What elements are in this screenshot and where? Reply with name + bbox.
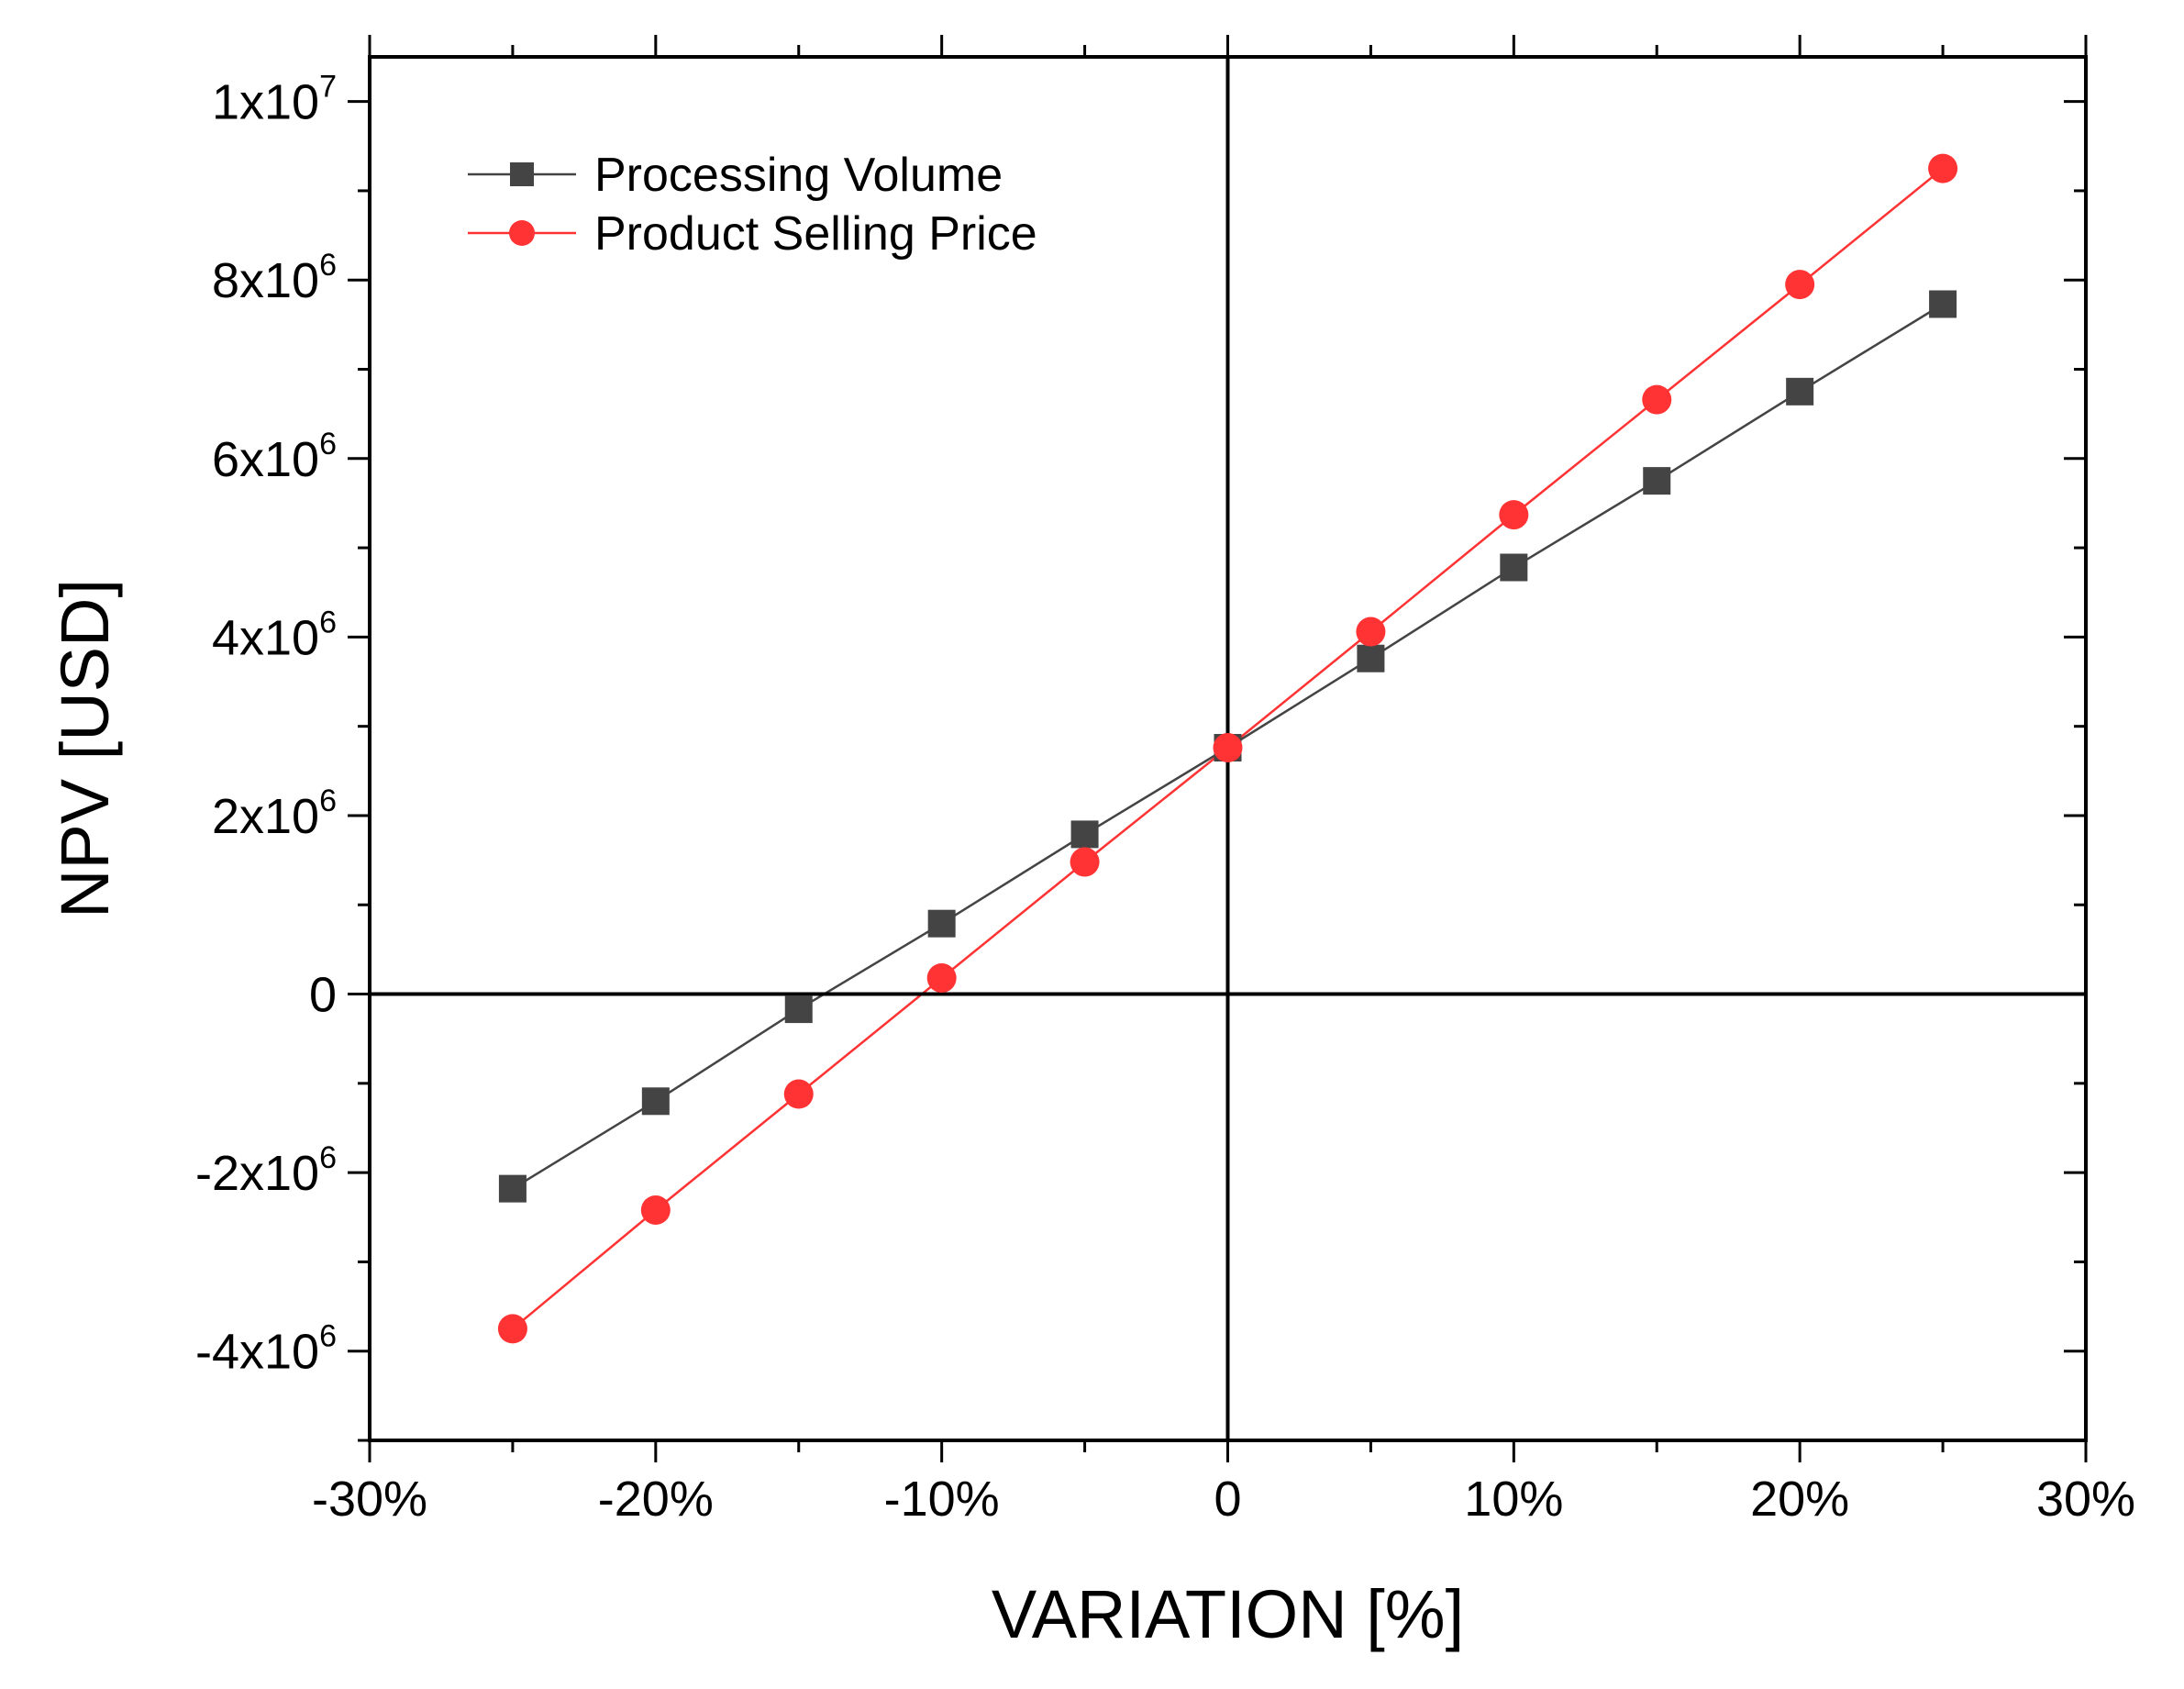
marker-product-selling-price (497, 1314, 527, 1344)
y-tick-label: 0 (309, 968, 337, 1023)
tick-marks (348, 35, 2088, 1462)
marker-product-selling-price (1070, 847, 1100, 877)
y-tick-mantissa: 6x10 (212, 432, 319, 487)
y-axis-title: NPV [USD] (47, 579, 123, 918)
marker-product-selling-price (1356, 617, 1386, 647)
x-axis-title: VARIATION [%] (992, 1576, 1464, 1652)
y-tick-exponent: 6 (319, 1140, 337, 1175)
y-tick-label: -2x106 (195, 1140, 337, 1201)
y-tick-label: 1x107 (212, 70, 337, 130)
marker-product-selling-price (1213, 733, 1243, 763)
y-tick-exponent: 6 (319, 427, 337, 461)
y-tick-label: 2x106 (212, 783, 337, 844)
marker-product-selling-price (1785, 270, 1815, 300)
x-tick-label: 20% (1750, 1472, 1849, 1527)
y-tick-exponent: 7 (319, 70, 337, 105)
marker-product-selling-price (1499, 500, 1529, 530)
marker-product-selling-price (926, 963, 957, 994)
y-tick-exponent: 6 (319, 1319, 337, 1354)
y-tick-exponent: 6 (319, 605, 337, 639)
marker-processing-volume (641, 1087, 670, 1116)
y-tick-label: 8x106 (212, 248, 337, 308)
marker-processing-volume (1786, 377, 1814, 406)
x-tick-label: 30% (2036, 1472, 2135, 1527)
legend-marker-product-selling-price (509, 220, 535, 246)
y-tick-mantissa: 4x10 (212, 610, 319, 665)
marker-processing-volume (1500, 553, 1528, 582)
x-tick-label: 10% (1464, 1472, 1563, 1527)
x-tick-labels: -30% -20% -10% 0 10% 20% 30% (312, 1472, 2135, 1527)
series-markers (497, 153, 1958, 1344)
legend-marker-processing-volume (510, 162, 534, 186)
marker-processing-volume (784, 995, 813, 1024)
y-tick-label: -4x106 (195, 1319, 337, 1380)
marker-processing-volume (498, 1174, 527, 1203)
y-tick-label: 4x106 (212, 605, 337, 665)
x-tick-label: -30% (312, 1472, 427, 1527)
x-tick-label: -20% (598, 1472, 714, 1527)
marker-product-selling-price (1642, 384, 1672, 415)
legend-label-product-selling-price: Product Selling Price (594, 207, 1037, 261)
x-tick-label: 0 (1214, 1472, 1241, 1527)
y-tick-mantissa: -4x10 (195, 1325, 319, 1380)
legend-label-processing-volume: Processing Volume (594, 149, 1003, 202)
y-tick-exponent: 6 (319, 248, 337, 283)
marker-product-selling-price (640, 1195, 671, 1225)
y-tick-mantissa: 0 (309, 968, 337, 1023)
y-tick-mantissa: 1x10 (212, 75, 319, 130)
marker-processing-volume (1643, 467, 1671, 495)
y-tick-mantissa: -2x10 (195, 1146, 319, 1201)
marker-product-selling-price (783, 1079, 814, 1109)
marker-processing-volume (1070, 820, 1099, 849)
y-tick-mantissa: 8x10 (212, 253, 319, 308)
y-tick-label: 6x106 (212, 427, 337, 487)
y-tick-exponent: 6 (319, 783, 337, 818)
marker-processing-volume (1929, 290, 1957, 318)
marker-processing-volume (1357, 644, 1385, 672)
marker-processing-volume (927, 909, 956, 938)
marker-product-selling-price (1928, 153, 1958, 183)
y-tick-mantissa: 2x10 (212, 789, 319, 844)
x-tick-label: -10% (884, 1472, 1000, 1527)
